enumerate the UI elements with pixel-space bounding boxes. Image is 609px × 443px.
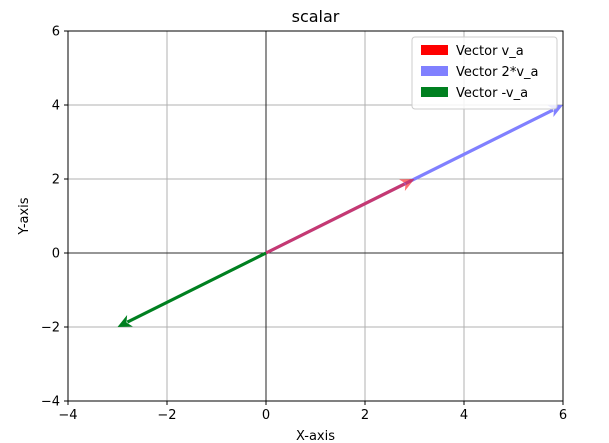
vector-head-0 [399,179,415,192]
vector-head-2 [117,314,133,327]
y-tick-label-3: 2 [52,173,60,188]
legend-swatch-2 [421,87,448,97]
legend-swatch-1 [421,66,448,76]
vector-arrow-0 [265,179,415,255]
vector-head-1 [547,105,563,118]
legend-label-0: Vector v_a [456,44,524,59]
y-tick-label-5: 6 [52,25,60,40]
vector-shaft-2 [126,251,267,324]
vectors [117,105,563,327]
chart-title: scalar [292,7,340,26]
plot-frame [67,30,564,402]
legend-label-2: Vector -v_a [456,86,528,101]
legend-label-1: Vector 2*v_a [456,65,539,80]
ticks: −4 −2 0 2 4 6 −4 −2 0 2 4 6 [41,25,567,424]
x-tick-label-4: 4 [460,408,468,423]
zero-axis-lines [68,31,563,401]
vector-arrow-2 [117,251,267,327]
y-tick-label-1: −2 [41,321,60,336]
vector-shaft-0 [265,182,406,255]
y-axis-label: Y-axis [17,197,32,235]
x-tick-label-0: −4 [58,408,77,423]
x-tick-label-1: −2 [157,408,176,423]
legend-box [411,36,558,110]
legend: Vector v_a Vector 2*v_a Vector -v_a [411,36,558,110]
x-tick-label-2: 0 [262,408,270,423]
x-axis-label: X-axis [296,429,335,443]
x-tick-label-3: 2 [361,408,369,423]
legend-swatch-0 [421,45,448,55]
x-tick-label-5: 6 [559,408,567,423]
y-tick-label-4: 4 [52,99,60,114]
y-tick-label-0: −4 [41,395,60,410]
y-tick-label-2: 0 [52,247,60,262]
